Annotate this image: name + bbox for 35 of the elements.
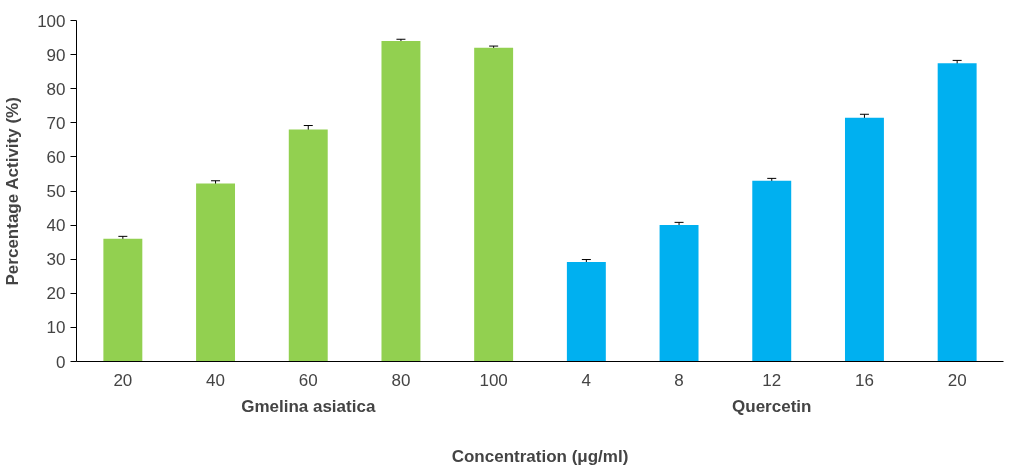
x-tick-label: 20 [947, 370, 967, 390]
bar [566, 261, 606, 362]
bar [288, 129, 328, 362]
x-tick-label: 8 [674, 370, 684, 390]
x-tick-label: 4 [581, 370, 592, 390]
y-tick-label: 80 [46, 79, 66, 99]
y-tick-label: 20 [46, 284, 66, 304]
y-tick-label: 30 [46, 250, 66, 270]
bar [474, 47, 514, 362]
text: Gmelina asiatica [241, 396, 376, 416]
x-tick-label: 20 [113, 370, 133, 390]
y-tick-label: 10 [46, 318, 66, 338]
bar [844, 117, 884, 362]
y-tick-label: 100 [37, 11, 66, 31]
x-tick-label: 12 [762, 370, 782, 390]
bar [196, 183, 236, 362]
bar [937, 63, 977, 362]
bar [752, 180, 792, 362]
y-tick-label: 50 [46, 182, 66, 201]
bar [659, 225, 699, 362]
x-axis-title: Concentration (μg/ml) [451, 446, 629, 466]
y-axis-title: Percentage Activity (%) [3, 97, 23, 286]
bar [103, 238, 143, 362]
bar [381, 40, 421, 362]
y-tick-label: 60 [46, 147, 66, 167]
x-tick-label: 80 [391, 370, 411, 390]
text: Quercetin [732, 396, 812, 416]
y-tick-label: 40 [46, 216, 66, 236]
x-tick-label: 60 [298, 370, 318, 390]
y-tick-label: 90 [46, 45, 66, 65]
x-tick-label: 100 [479, 370, 508, 390]
x-tick-label: 16 [855, 370, 874, 390]
x-tick-label: 40 [206, 370, 226, 390]
y-tick-label: 70 [46, 113, 66, 133]
y-tick-label: 0 [56, 352, 66, 372]
